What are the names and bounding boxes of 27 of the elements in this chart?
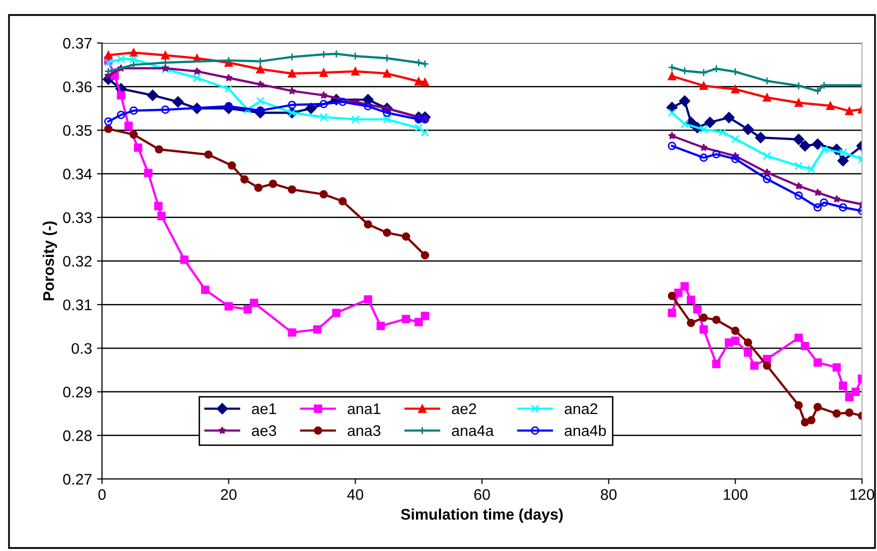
- y-tick-label: 0.34: [63, 168, 92, 180]
- x-tick-label: 40: [347, 489, 364, 500]
- legend-label: ana4b: [564, 424, 606, 436]
- x-tick-label: 100: [724, 489, 748, 500]
- y-tick-label: 0.37: [63, 38, 92, 49]
- y-tick-label: 0.3: [72, 343, 92, 354]
- y-tick-label: 0.28: [63, 430, 92, 442]
- y-axis-title: Porosity (-): [42, 221, 57, 300]
- y-tick-label: 0.29: [63, 386, 92, 398]
- x-tick-label: 20: [220, 489, 237, 500]
- x-axis-title: Simulation time (days): [400, 508, 563, 523]
- y-tick-label: 0.33: [63, 212, 92, 224]
- y-tick-label: 0.36: [63, 81, 92, 92]
- x-tick-label: 0: [98, 489, 106, 500]
- legend-label: ae3: [252, 425, 276, 436]
- legend-label: ana2: [564, 403, 598, 414]
- legend-label: ae2: [452, 403, 476, 414]
- y-tick-label: 0.32: [63, 256, 92, 267]
- x-tick-label: 60: [474, 489, 490, 500]
- legend-label: ae1: [252, 404, 276, 414]
- y-tick-label: 0.27: [63, 474, 92, 485]
- y-tick-label: 0.31: [63, 299, 92, 310]
- legend-label: ana1: [348, 404, 380, 414]
- y-tick-label: 0.35: [63, 125, 92, 136]
- legend-label: ana3: [348, 425, 380, 436]
- legend-label: ana4a: [452, 425, 494, 436]
- x-tick-label: 80: [600, 489, 617, 500]
